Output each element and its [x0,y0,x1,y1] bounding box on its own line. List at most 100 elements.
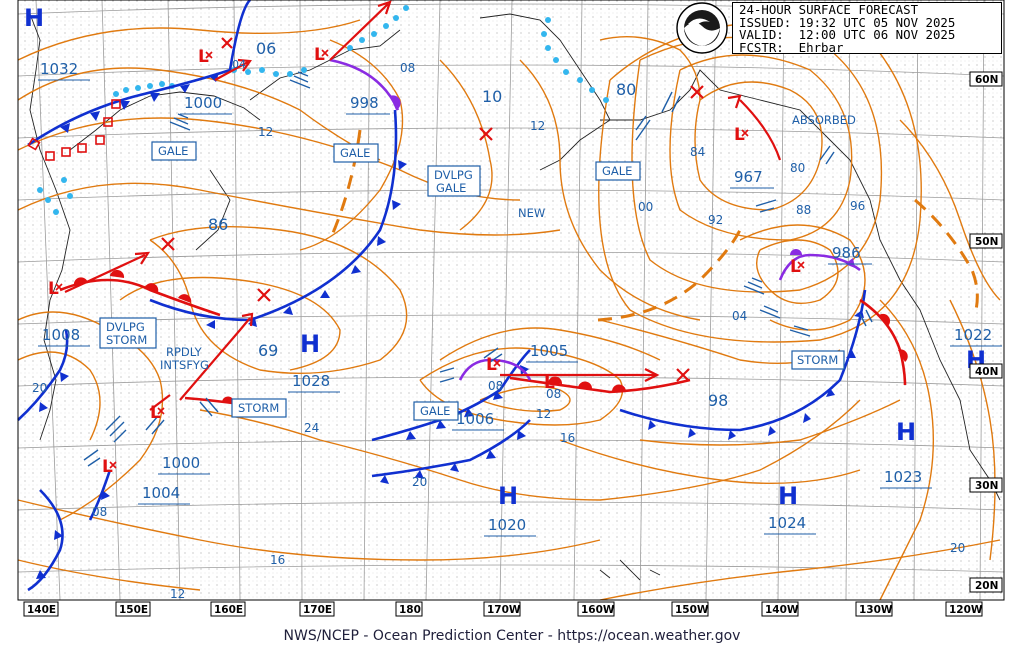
header-title: 24-HOUR SURFACE FORECAST [739,2,919,17]
svg-text:50N: 50N [975,236,998,248]
svg-text:10: 10 [482,87,502,106]
absorbed-label: ABSORBED [792,113,856,127]
low-pressure-value: 1000 [162,454,200,472]
low-marker: L [198,47,213,67]
forecast-header: 24-HOUR SURFACE FORECAST ISSUED: 19:32 U… [732,2,1002,54]
high-pressure-value: 1022 [954,326,992,344]
svg-text:08: 08 [400,61,415,75]
high-letter: H [778,482,798,510]
low-pressure-value: 1000 [184,94,222,112]
rpdly-label: RPDLY [166,345,203,359]
svg-text:84: 84 [690,145,705,159]
svg-text:L: L [734,125,745,145]
occluded-symbols [390,95,855,268]
isobar-labels: 06 04 12 08 10 12 80 84 80 88 96 00 92 8… [32,39,965,601]
low-pressure-value: 1008 [42,326,80,344]
svg-text:24: 24 [304,421,319,435]
low-centers: L L L L L L L L L [48,45,805,477]
high-letter: H [24,4,44,32]
svg-text:170E: 170E [303,604,332,616]
svg-text:150E: 150E [119,604,148,616]
header-valid: VALID: 12:00 UTC 06 NOV 2025 [739,27,956,43]
svg-text:80: 80 [616,80,636,99]
low-pressure-value: 998 [350,94,379,112]
header-issued: ISSUED: 19:32 UTC 05 NOV 2025 [739,14,956,30]
warm-front-lobes [73,269,908,403]
header-forecaster: FCSTR: Ehrbar [739,39,844,55]
svg-text:140W: 140W [765,604,799,616]
svg-text:60N: 60N [975,74,998,86]
dvlpg-gale-warning: GALE [436,181,466,195]
svg-text:L: L [150,403,161,423]
svg-text:L: L [486,355,497,375]
svg-text:150W: 150W [675,604,709,616]
high-letter: H [300,330,320,358]
cold-fronts [17,0,867,592]
svg-text:00: 00 [638,200,653,214]
noaa-logo [676,2,728,54]
svg-text:04: 04 [232,58,246,71]
gale-warning: GALE [602,164,632,178]
high-pressure-value: 1028 [292,372,330,390]
svg-text:80: 80 [790,161,805,175]
wind-barbs [83,71,873,467]
svg-text:20N: 20N [975,580,998,592]
svg-text:L: L [48,279,59,299]
svg-text:08: 08 [488,379,503,393]
svg-text:16: 16 [270,553,285,567]
svg-text:120W: 120W [949,604,983,616]
svg-text:L: L [102,457,113,477]
high-pressure-value: 1020 [488,516,526,534]
high-pressure-value: 1023 [884,468,922,486]
annotations: ABSORBED NEW RPDLY INTSFYG [160,113,856,372]
troughs [328,129,979,322]
svg-text:20: 20 [412,475,427,489]
svg-text:180: 180 [399,604,421,616]
low-pressure-value: 1004 [142,484,180,502]
footer-credit: NWS/NCEP - Ocean Prediction Center - htt… [0,624,1024,650]
storm-warning: STORM [238,401,279,415]
svg-text:140E: 140E [27,604,56,616]
svg-text:20: 20 [950,541,965,555]
low-pressure-value: 1006 [456,410,494,428]
gale-warning: GALE [420,404,450,418]
svg-text:96: 96 [850,199,865,213]
gale-warning: GALE [158,144,188,158]
svg-text:86: 86 [208,215,228,234]
latitude-labels: 60N 50N 40N 30N 20N [969,71,1003,593]
high-letter: H [498,482,518,510]
longitude-labels: 140E 150E 160E 170E 180 170W 160W 150W 1… [23,601,983,617]
svg-text:04: 04 [732,309,747,323]
low-pressure-value: 986 [832,244,861,262]
svg-text:88: 88 [796,203,811,217]
svg-text:16: 16 [560,431,575,445]
svg-text:L: L [198,47,209,67]
svg-text:160E: 160E [214,604,243,616]
high-letter: H [896,418,916,446]
svg-text:L: L [790,257,801,277]
high-pressure-value: 1024 [768,514,806,532]
svg-text:08: 08 [546,387,561,401]
isobars [17,19,1001,601]
low-pressure-value: 967 [734,168,763,186]
new-label: NEW [518,206,545,220]
svg-text:L: L [544,373,555,393]
dvlpg-gale-warning: DVLPG [434,168,473,182]
svg-text:30N: 30N [975,480,998,492]
svg-text:98: 98 [708,391,728,410]
coastlines [29,13,1001,581]
svg-text:L: L [314,45,325,65]
high-pressure-value: 1032 [40,60,78,78]
svg-text:20: 20 [32,381,47,395]
warning-boxes: GALE GALE DVLPG GALE GALE DVLPG STORM ST… [99,141,845,421]
svg-text:160W: 160W [581,604,615,616]
svg-text:12: 12 [530,119,545,133]
svg-text:69: 69 [258,341,278,360]
svg-text:12: 12 [536,407,551,421]
dissipating-front [27,99,121,161]
low-pressure-value: 1005 [530,342,568,360]
rpdly-label: INTSFYG [160,358,209,372]
gale-warning: GALE [340,146,370,160]
svg-text:08: 08 [92,505,107,519]
